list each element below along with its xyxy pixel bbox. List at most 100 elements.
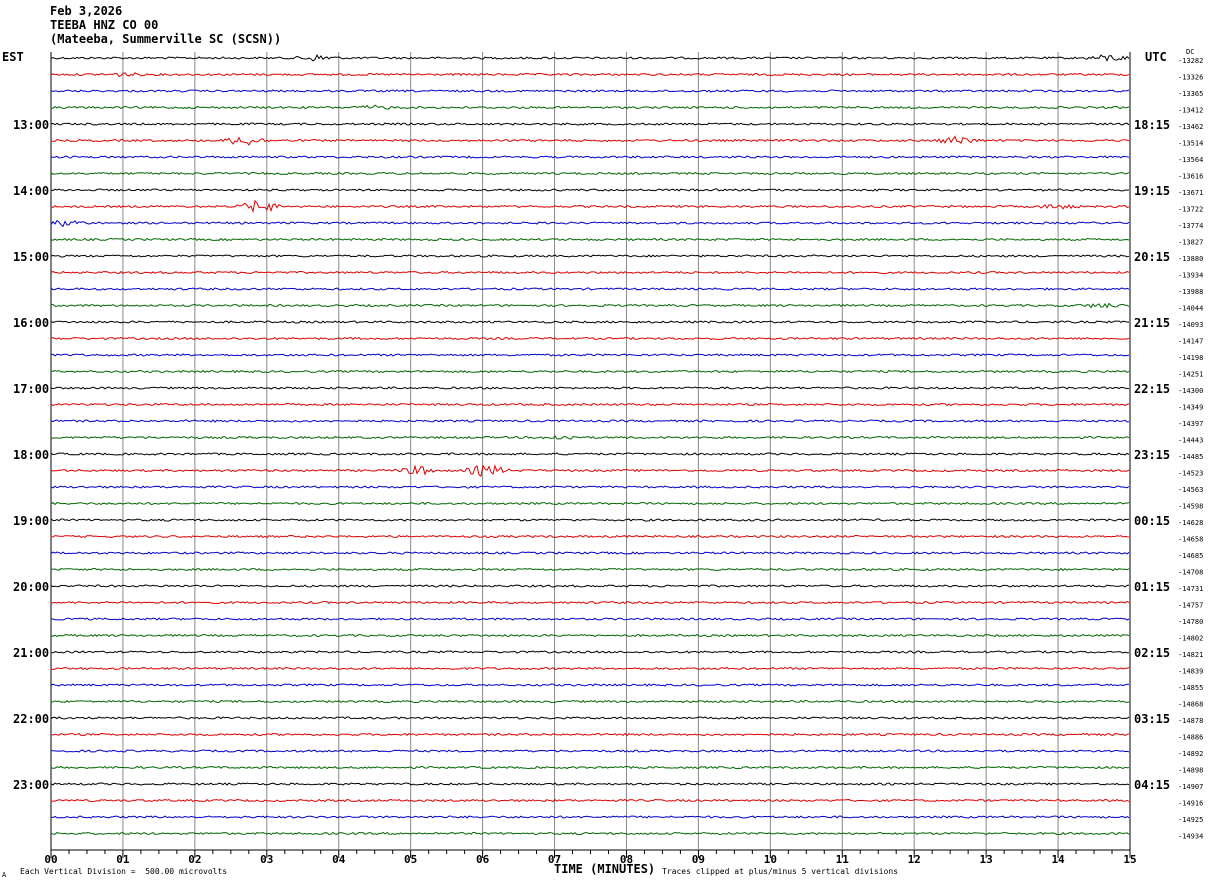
dc-offset-value: -14839 xyxy=(1178,668,1203,676)
dc-offset-value: -14685 xyxy=(1178,552,1203,560)
trace-line xyxy=(50,485,1130,489)
x-tick-label: 05 xyxy=(404,853,417,866)
left-hour-label: 20:00 xyxy=(13,580,49,594)
trace-line xyxy=(50,54,1130,62)
trace-line xyxy=(50,451,1130,456)
dc-offset-value: -14708 xyxy=(1178,569,1203,577)
trace-line xyxy=(50,270,1130,275)
left-hour-label: 22:00 xyxy=(13,712,49,726)
right-hour-label: 20:15 xyxy=(1134,250,1170,264)
trace-line xyxy=(50,287,1130,291)
left-hour-label: 21:00 xyxy=(13,646,49,660)
trace-line xyxy=(50,501,1130,506)
x-tick-label: 10 xyxy=(764,853,777,866)
left-hour-label: 13:00 xyxy=(13,118,49,132)
trace-line xyxy=(50,122,1130,126)
x-tick-label: 09 xyxy=(692,853,705,866)
left-hour-label: 23:00 xyxy=(13,778,49,792)
trace-line xyxy=(50,353,1130,357)
vertical-division-note: Each Vertical Division = 500.00 microvol… xyxy=(20,867,228,876)
dc-offset-value: -13722 xyxy=(1178,206,1203,214)
x-axis-label: TIME (MINUTES) xyxy=(554,862,656,876)
dc-offset-value: -14523 xyxy=(1178,470,1203,478)
dc-offset-value: -13934 xyxy=(1178,272,1203,280)
x-tick-label: 00 xyxy=(44,853,57,866)
station-location: (Mateeba, Summerville SC (SCSN)) xyxy=(50,32,282,46)
dc-offset-value: -14044 xyxy=(1178,305,1203,313)
dc-offset-value: -14878 xyxy=(1178,717,1203,725)
right-hour-label: 23:15 xyxy=(1134,448,1170,462)
trace-line xyxy=(50,732,1130,737)
x-tick-label: 12 xyxy=(908,853,921,866)
dc-offset-value: -14907 xyxy=(1178,783,1203,791)
trace-line xyxy=(50,72,1130,78)
trace-line xyxy=(50,320,1130,324)
x-tick-label: 01 xyxy=(116,853,130,866)
dc-offset-value: -13880 xyxy=(1178,255,1203,263)
dc-offset-value: -14855 xyxy=(1178,684,1203,692)
trace-line xyxy=(50,650,1130,654)
trace-line xyxy=(50,254,1130,258)
dc-offset-value: -14886 xyxy=(1178,734,1203,742)
x-tick-label: 04 xyxy=(332,853,346,866)
dc-offset-value: -14802 xyxy=(1178,635,1203,643)
dc-offset-value: -13326 xyxy=(1178,74,1203,82)
trace-line xyxy=(50,584,1130,588)
right-hour-label: 18:15 xyxy=(1134,118,1170,132)
trace-line xyxy=(50,369,1130,374)
trace-line xyxy=(50,171,1130,176)
dc-offset-value: -14925 xyxy=(1178,816,1203,824)
trace-line xyxy=(50,534,1130,539)
dc-offset-value: -14147 xyxy=(1178,338,1203,346)
dc-offset-value: -14868 xyxy=(1178,701,1203,709)
trace-line xyxy=(50,551,1130,555)
right-hour-label: 01:15 xyxy=(1134,580,1170,594)
trace-line xyxy=(50,104,1130,110)
trace-line xyxy=(50,188,1130,192)
dc-offset-value: -13564 xyxy=(1178,156,1203,164)
dc-offset-value: -14731 xyxy=(1178,585,1203,593)
trace-line xyxy=(50,683,1130,687)
trace-line xyxy=(50,518,1130,522)
plot-date: Feb 3,2026 xyxy=(50,4,123,18)
dc-offset-value: -14397 xyxy=(1178,420,1203,428)
dc-offset-value: -14780 xyxy=(1178,618,1203,626)
trace-line xyxy=(50,386,1130,390)
trace-line xyxy=(50,633,1130,638)
trace-line xyxy=(50,435,1130,440)
trace-line xyxy=(50,135,1130,146)
clip-note: Traces clipped at plus/minus 5 vertical … xyxy=(662,867,899,876)
trace-line xyxy=(50,219,1130,228)
dc-offset-value: -14757 xyxy=(1178,602,1203,610)
dc-offset-value: -14198 xyxy=(1178,354,1203,362)
dc-offset-value: -14563 xyxy=(1178,486,1203,494)
trace-line xyxy=(50,716,1130,720)
right-hour-label: 21:15 xyxy=(1134,316,1170,330)
dc-offset-value: -14628 xyxy=(1178,519,1203,527)
dc-offset-value: -14916 xyxy=(1178,800,1203,808)
dc-offset-value: -14443 xyxy=(1178,437,1203,445)
x-tick-label: 14 xyxy=(1051,853,1065,866)
dc-offset-value: -13988 xyxy=(1178,288,1203,296)
trace-line xyxy=(50,666,1130,671)
trace-line xyxy=(50,831,1130,836)
trace-line xyxy=(50,155,1130,159)
dc-offset-value: -14658 xyxy=(1178,536,1203,544)
left-hour-label: 17:00 xyxy=(13,382,49,396)
dc-offset-value: -14093 xyxy=(1178,321,1203,329)
left-hour-label: 15:00 xyxy=(13,250,49,264)
dc-offset-value: -13412 xyxy=(1178,107,1203,115)
dc-offset-value: -14821 xyxy=(1178,651,1203,659)
dc-offset-value: -14892 xyxy=(1178,750,1203,758)
station-code: TEEBA HNZ CO 00 xyxy=(50,18,159,32)
left-hour-label: 16:00 xyxy=(13,316,49,330)
x-tick-label: 02 xyxy=(188,853,201,866)
left-hour-label: 14:00 xyxy=(13,184,49,198)
trace-line xyxy=(50,765,1130,770)
right-hour-label: 04:15 xyxy=(1134,778,1170,792)
x-tick-label: 03 xyxy=(260,853,273,866)
trace-line xyxy=(50,617,1130,621)
dc-offset-value: -13671 xyxy=(1178,189,1203,197)
dc-offset-value: -13774 xyxy=(1178,222,1203,230)
